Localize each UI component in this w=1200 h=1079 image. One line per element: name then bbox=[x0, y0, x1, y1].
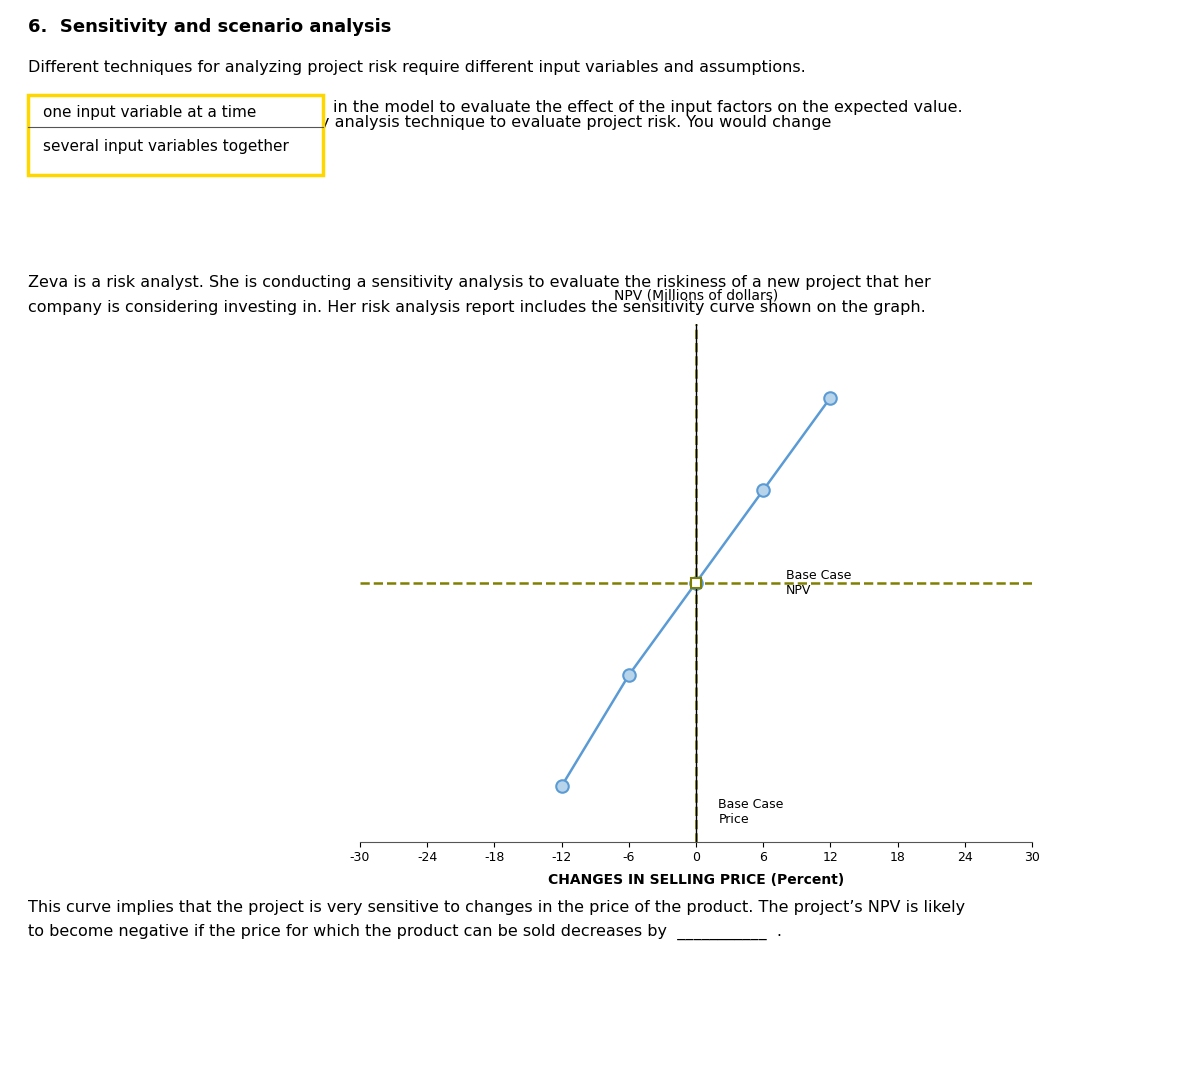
Text: This curve implies that the project is very sensitive to changes in the price of: This curve implies that the project is v… bbox=[28, 900, 965, 915]
Text: company is considering investing in. Her risk analysis report includes the sensi: company is considering investing in. Her… bbox=[28, 300, 925, 315]
Text: 6.  Sensitivity and scenario analysis: 6. Sensitivity and scenario analysis bbox=[28, 18, 391, 36]
Text: several input variables together: several input variables together bbox=[43, 139, 289, 154]
Text: Base Case
Price: Base Case Price bbox=[719, 798, 784, 827]
X-axis label: CHANGES IN SELLING PRICE (Percent): CHANGES IN SELLING PRICE (Percent) bbox=[548, 873, 844, 887]
Text: Zeva is a risk analyst. She is conducting a sensitivity analysis to evaluate the: Zeva is a risk analyst. She is conductin… bbox=[28, 275, 931, 290]
Text: Different techniques for analyzing project risk require different input variable: Different techniques for analyzing proje… bbox=[28, 60, 805, 76]
FancyBboxPatch shape bbox=[28, 95, 323, 175]
Text: one input variable at a time: one input variable at a time bbox=[43, 105, 257, 120]
Text: to become negative if the price for which the product can be sold decreases by  : to become negative if the price for whic… bbox=[28, 924, 782, 940]
Text: NPV (Millions of dollars): NPV (Millions of dollars) bbox=[614, 289, 778, 303]
Text: Base Case
NPV: Base Case NPV bbox=[786, 569, 851, 597]
Text: in the model to evaluate the effect of the input factors on the expected value.: in the model to evaluate the effect of t… bbox=[334, 100, 962, 115]
Text: Suppose you are using the sensitivity analysis technique to evaluate project ris: Suppose you are using the sensitivity an… bbox=[28, 115, 832, 129]
